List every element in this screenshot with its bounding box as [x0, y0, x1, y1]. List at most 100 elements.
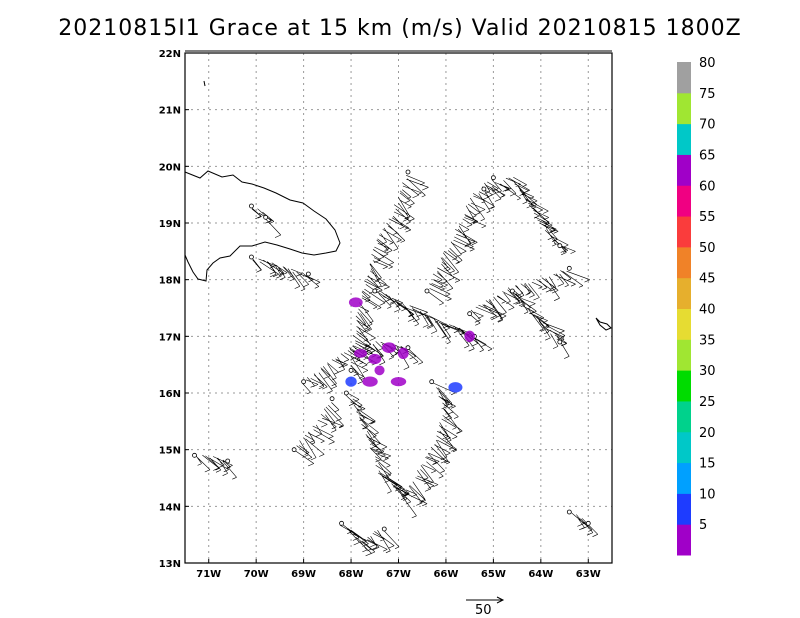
lon-tick-label: 63W: [576, 569, 601, 580]
observation-point: [339, 520, 344, 526]
axis-ticks: 13N 14N 15N 16N 17N 18N 19N 20N 21N 22N 71W 70W 69W 6…: [159, 49, 601, 580]
observation-point: [585, 520, 591, 526]
observation-point: [481, 186, 487, 192]
observation-point: [249, 203, 254, 209]
observation-point: [429, 379, 435, 385]
wind-barb-track: [482, 177, 576, 256]
colorbar-swatch: [677, 462, 691, 494]
chart-title: 20210815I1 Grace at 15 km (m/s) Valid 20…: [58, 16, 742, 41]
lat-tick-label: 15N: [159, 446, 181, 457]
colorbar-label: 75: [699, 87, 716, 102]
map-gridlines: [185, 53, 612, 563]
observation-point: [301, 379, 307, 385]
colorbar-label: 50: [699, 241, 716, 256]
colorbar-swatch: [677, 62, 691, 94]
coastline-islet-east: [595, 317, 612, 331]
colorbar-label: 15: [699, 457, 716, 472]
observation-point: [557, 339, 563, 345]
colorbar-swatch: [677, 123, 691, 155]
lat-tick-label: 19N: [159, 219, 181, 230]
wind-barbs: [192, 169, 599, 557]
lat-tick-label: 13N: [159, 559, 181, 570]
colorbar-swatch: [677, 246, 691, 279]
observation-point: [263, 214, 269, 220]
colorbar-swatch: [677, 339, 691, 371]
colorbar: 5 10 15 20 25 30 35 40 45 50 55 60 65 70 75 80: [677, 56, 716, 556]
colorbar-swatch: [677, 370, 691, 402]
observation-point: [381, 526, 387, 532]
colorbar-label: 40: [699, 303, 716, 318]
wind-speed-patch: [448, 382, 463, 393]
colorbar-label: 25: [699, 395, 716, 410]
observation-point: [225, 458, 231, 464]
colorbar-label: 55: [699, 210, 716, 225]
observation-point: [566, 265, 572, 271]
colorbar-label: 65: [699, 148, 716, 163]
colorbar-label: 70: [699, 118, 716, 133]
wind-speed-patch: [390, 377, 407, 387]
reference-arrow-head: [496, 596, 505, 604]
wind-barb-track: [345, 382, 463, 519]
wind-speed-patch: [381, 342, 397, 353]
colorbar-label: 20: [699, 426, 716, 441]
wind-barb-track: [339, 524, 400, 557]
coastline-islet-north: [203, 80, 206, 87]
observation-point: [343, 390, 349, 396]
lat-tick-label: 14N: [159, 502, 181, 513]
colorbar-label: 80: [699, 56, 716, 71]
lon-tick-label: 68W: [339, 569, 364, 580]
observation-point: [348, 367, 354, 373]
wind-barb-track: [569, 511, 599, 537]
colorbar-label: 60: [699, 179, 716, 194]
colorbar-swatch: [677, 185, 691, 217]
lat-tick-label: 18N: [159, 276, 181, 287]
wind-speed-patch: [464, 330, 475, 343]
wind-barb-track: [513, 292, 570, 359]
lat-tick-label: 20N: [159, 162, 181, 173]
wind-barb-track: [250, 255, 321, 292]
observation-point: [490, 175, 496, 181]
observation-point: [305, 271, 311, 277]
wind-barb-track: [292, 402, 344, 467]
colorbar-swatch: [677, 431, 691, 464]
colorbar-label: 45: [699, 272, 716, 287]
wind-barb-track: [194, 454, 237, 480]
observation-point: [291, 447, 297, 453]
colorbar-swatch: [677, 154, 691, 186]
colorbar-swatch: [677, 308, 691, 340]
lon-tick-label: 64W: [528, 569, 553, 580]
wind-speed-patch: [397, 347, 409, 360]
observation-point: [192, 452, 197, 458]
lat-tick-label: 22N: [159, 49, 181, 60]
lon-tick-label: 70W: [244, 569, 269, 580]
reference-vector: 50: [466, 596, 505, 618]
lon-tick-label: 71W: [196, 569, 221, 580]
wind-speed-patch: [345, 376, 357, 387]
observation-point: [557, 243, 563, 249]
coastline-hispaniola: [184, 170, 341, 282]
colorbar-label: 30: [699, 364, 716, 379]
lon-tick-label: 67W: [386, 569, 411, 580]
colorbar-swatch: [677, 216, 691, 248]
wind-speed-patch: [368, 353, 382, 365]
lon-tick-label: 65W: [481, 569, 506, 580]
reference-vector-label: 50: [475, 603, 492, 618]
colorbar-swatch: [677, 277, 691, 309]
wind-speed-patch: [362, 376, 378, 387]
observation-point: [566, 509, 572, 515]
observation-point: [405, 345, 411, 351]
observation-point: [372, 288, 378, 294]
wind-speed-shading: [345, 297, 475, 393]
colorbar-label: 35: [699, 333, 716, 348]
observation-point: [405, 169, 411, 175]
lat-tick-label: 17N: [159, 332, 181, 343]
coastlines: [184, 80, 612, 331]
observation-point: [467, 311, 473, 317]
wind-barb-track: [468, 270, 591, 326]
colorbar-label: 5: [699, 518, 707, 533]
lon-tick-label: 69W: [291, 569, 316, 580]
colorbar-swatch: [677, 400, 691, 433]
observation-point: [509, 288, 515, 294]
wind-speed-patch: [348, 297, 363, 308]
